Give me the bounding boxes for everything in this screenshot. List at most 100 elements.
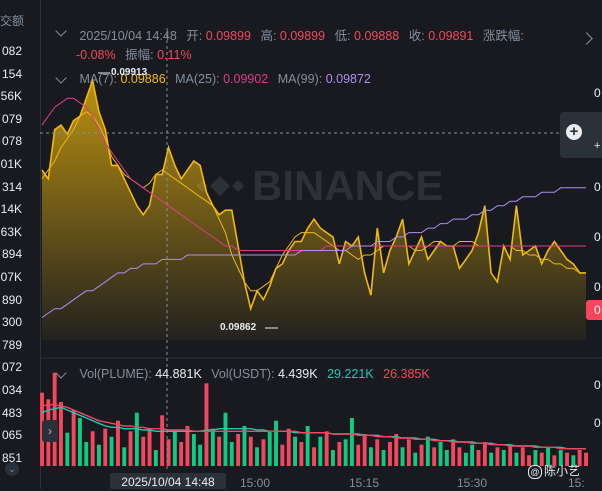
right-axis-label: 0: [594, 86, 601, 100]
user-watermark: @ 陈小艺: [528, 462, 580, 479]
svg-text:BINANCE: BINANCE: [252, 162, 443, 209]
volume-bar: [451, 439, 456, 466]
volume-bar: [267, 431, 272, 466]
ma7-label: MA(7):: [79, 72, 117, 86]
volume-bar: [533, 450, 538, 466]
volume-bar: [65, 432, 70, 466]
volume-bar: [103, 428, 108, 466]
high-value: 0.09899: [279, 29, 326, 43]
volume-bar: [116, 420, 120, 466]
vol-usdt-label: Vol(USDT):: [211, 367, 275, 381]
x-axis-tick: 15:30: [457, 476, 488, 490]
volume-bar: [204, 383, 209, 466]
volume-bar: [539, 452, 544, 466]
volume-ma1-line: [41, 406, 586, 450]
volume-legend: Vol(PLUME): 44.881K Vol(USDT): 4.439K 29…: [55, 367, 430, 381]
volume-bar: [312, 447, 316, 466]
volume-bar: [438, 442, 443, 466]
volume-bar: [305, 426, 310, 466]
right-axis-label: 0: [594, 180, 601, 194]
volume-bar: [172, 431, 177, 466]
right-axis-label: 0: [594, 230, 601, 244]
volume-ma-layer: [41, 404, 586, 450]
left-column-value: 034: [1, 383, 22, 397]
volume-bar: [198, 444, 203, 466]
volume-bar: [318, 436, 323, 466]
vol-plume-label: Vol(PLUME):: [79, 367, 152, 381]
volume-bar: [514, 452, 519, 466]
left-column-value: 894: [1, 247, 22, 262]
change-label: 涨跌幅:: [482, 29, 524, 43]
left-column-value: 63K: [0, 224, 22, 239]
volume-bar: [299, 442, 304, 466]
volume-bar: [489, 452, 494, 466]
volume-bar: [160, 415, 165, 466]
volume-bar: [166, 439, 171, 466]
close-label: 收:: [408, 29, 425, 43]
left-column-value: 078: [1, 134, 22, 149]
volume-bar: [552, 455, 557, 466]
chevron-down-icon[interactable]: ⌄: [5, 462, 19, 476]
plus-icon[interactable]: +: [566, 124, 582, 140]
left-column-value: 314: [1, 179, 22, 194]
left-column-value: 300: [1, 315, 22, 330]
chevron-down-icon[interactable]: [55, 72, 67, 84]
vol-ma2-value: 26.385K: [383, 367, 430, 381]
volume-bar: [482, 442, 487, 466]
plus-small-icon: +: [594, 140, 601, 152]
chevron-down-icon[interactable]: [55, 25, 67, 37]
volume-bar: [501, 450, 506, 466]
volume-bar: [280, 444, 285, 466]
ma25-value: 0.09902: [223, 72, 269, 86]
user-name: 陈小艺: [544, 464, 581, 478]
user-badge-icon: @: [528, 465, 542, 479]
ma99-value: 0.09872: [325, 72, 371, 86]
volume-bar: [84, 442, 89, 466]
volume-bar: [432, 447, 437, 466]
low-value: 0.09888: [354, 29, 400, 43]
volume-bar: [210, 428, 215, 466]
volume-bar: [128, 431, 133, 466]
collapse-button[interactable]: ›: [42, 420, 58, 442]
vol-plume-value: 44.881K: [155, 367, 202, 381]
volume-bar: [52, 372, 57, 466]
vol-ma1-value: 29.221K: [327, 367, 374, 381]
volume-bar: [337, 442, 342, 466]
volume-bar: [362, 434, 367, 466]
low-price-marker: 0.09862: [220, 322, 257, 333]
volume-bar: [141, 436, 146, 466]
volume-bar: [71, 410, 76, 466]
volume-bar: [394, 434, 399, 466]
volume-bar: [255, 447, 259, 466]
volume-bar: [122, 447, 127, 466]
ma-legend: MA(7): 0.09886 MA(25): 0.09902 MA(99): 0…: [55, 72, 371, 86]
right-axis-label: 0: [594, 280, 601, 294]
volume-bar: [381, 450, 386, 466]
volume-bar: [565, 452, 569, 466]
close-value: 0.09891: [428, 29, 474, 43]
change-value: -0.08%: [76, 48, 116, 62]
amplitude-label: 振幅:: [125, 48, 154, 62]
chevron-down-icon[interactable]: [55, 367, 67, 379]
crosshair-plus-panel[interactable]: + +: [560, 112, 602, 158]
right-axis-label: 0: [594, 378, 601, 392]
volume-bar: [236, 434, 241, 466]
volume-bar: [179, 442, 184, 466]
volume-bar: [223, 412, 228, 466]
ma99-label: MA(99):: [277, 72, 323, 86]
ma99-line: [41, 187, 586, 319]
volume-bar: [527, 455, 531, 466]
volume-bar: [286, 428, 291, 466]
binance-watermark-logo: BINANCE: [196, 162, 443, 209]
volume-bar: [331, 450, 335, 466]
right-axis-label: 0: [594, 416, 601, 430]
volume-bar: [59, 402, 63, 466]
volume-bar: [248, 436, 253, 466]
left-column-value: 890: [1, 292, 22, 307]
volume-bar: [463, 452, 468, 466]
volume-bar: [470, 444, 475, 466]
high-label: 高:: [260, 29, 277, 43]
volume-bar: [78, 418, 82, 466]
volume-bar: [293, 436, 297, 466]
